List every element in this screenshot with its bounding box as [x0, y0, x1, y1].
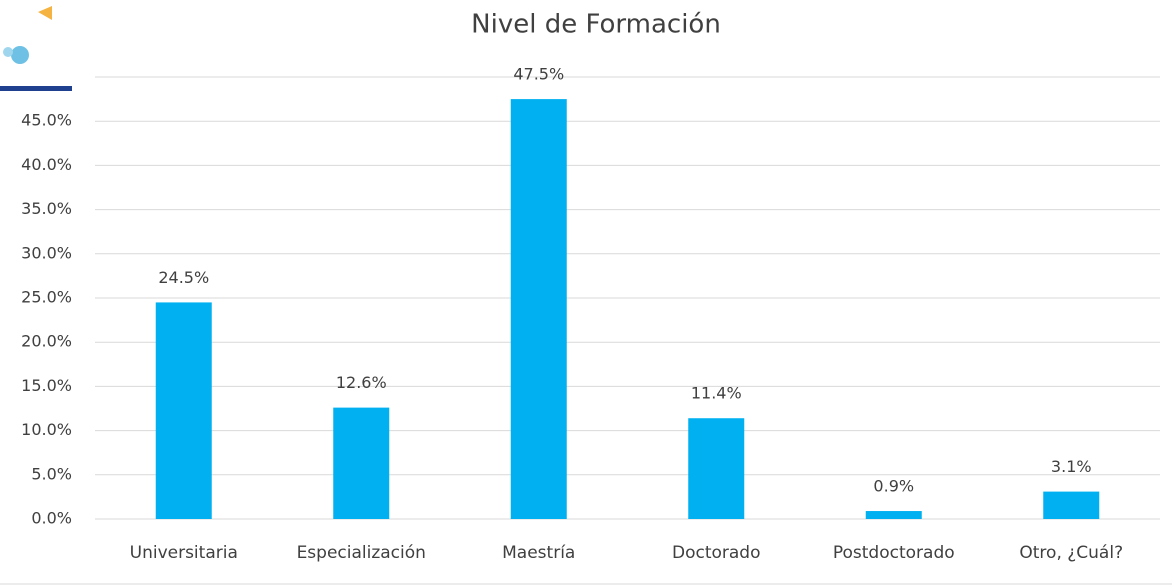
data-label: 3.1%	[1051, 457, 1092, 476]
chart-title: Nivel de Formación	[471, 10, 721, 40]
data-label: 12.6%	[336, 373, 387, 392]
x-tick-label: Especialización	[297, 543, 426, 563]
x-tick-label: Postdoctorado	[833, 543, 955, 563]
data-label: 24.5%	[158, 268, 209, 287]
y-tick-label: 10.0%	[21, 420, 72, 439]
y-tick-label: 35.0%	[21, 199, 72, 218]
y-tick-label: 20.0%	[21, 332, 72, 351]
x-tick-label: Doctorado	[672, 543, 761, 563]
y-tick-label: 5.0%	[31, 464, 72, 483]
x-tick-label: Maestría	[502, 543, 575, 563]
y-tick-label: 40.0%	[21, 155, 72, 174]
y-tick-label: 15.0%	[21, 376, 72, 395]
bar	[688, 418, 745, 519]
bar	[865, 511, 922, 519]
data-label: 47.5%	[513, 65, 564, 84]
y-tick-label: 45.0%	[21, 111, 72, 130]
bar	[155, 302, 212, 519]
x-tick-label: Otro, ¿Cuál?	[1019, 543, 1123, 563]
data-label: 0.9%	[873, 477, 914, 496]
data-label: 11.4%	[691, 384, 742, 403]
y-tick-label: 30.0%	[21, 243, 72, 262]
bar	[1043, 491, 1100, 519]
y-tick-label: 25.0%	[21, 288, 72, 307]
y-tick-label: 0.0%	[31, 509, 72, 528]
logo	[0, 0, 72, 91]
bar	[333, 407, 390, 519]
x-tick-label: Universitaria	[130, 543, 238, 563]
bar	[510, 99, 567, 519]
